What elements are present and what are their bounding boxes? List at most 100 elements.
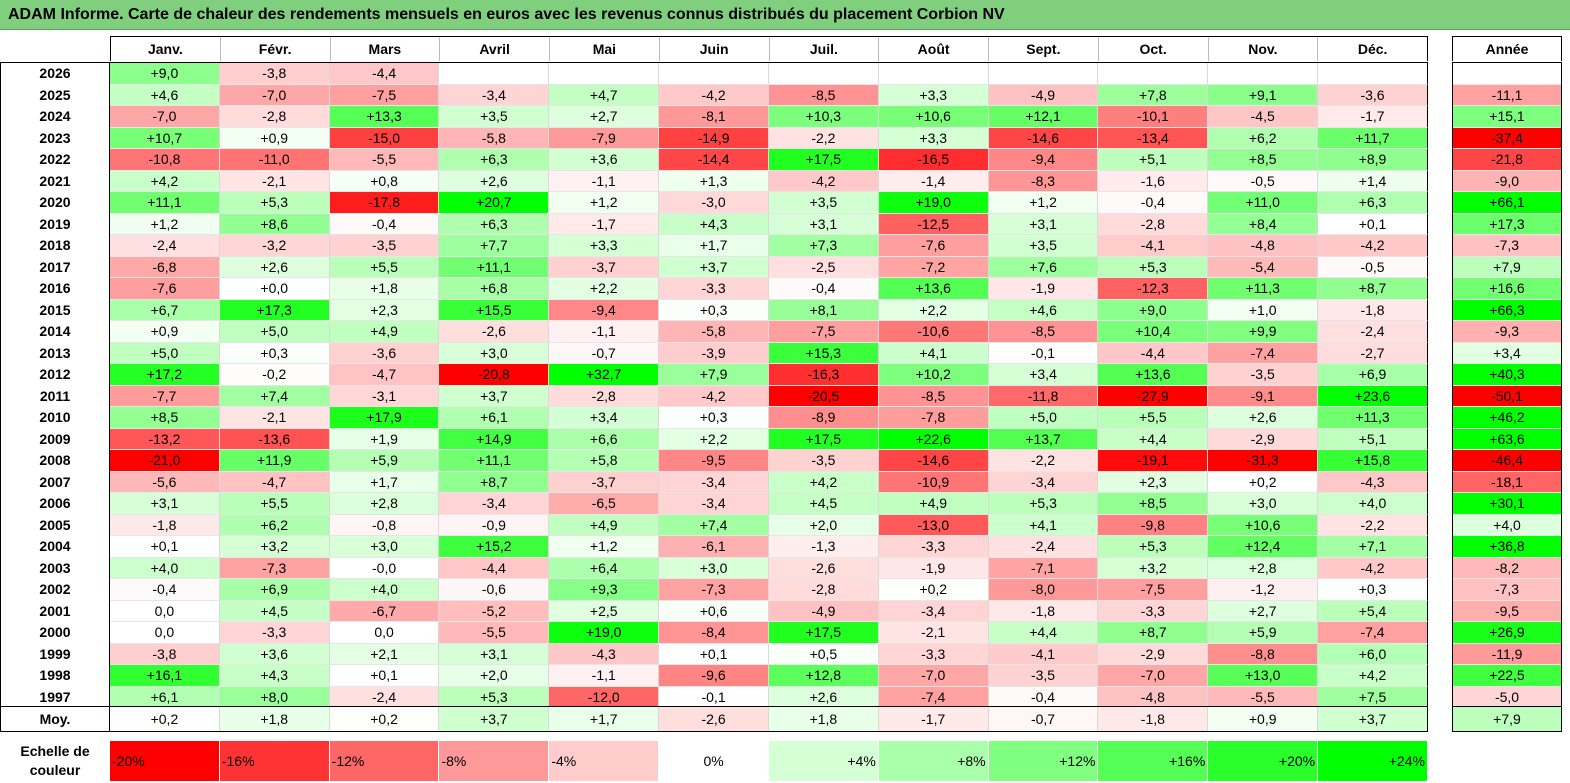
- heatmap-cell: +4,4: [988, 622, 1099, 644]
- heatmap-cell: -0,2: [219, 364, 330, 386]
- heatmap-cell: +4,1: [988, 514, 1099, 536]
- year-total-cell: -9,0: [1453, 170, 1561, 192]
- heatmap-cell: +17,5: [768, 428, 879, 450]
- heatmap-cell: +16,1: [110, 665, 220, 687]
- heatmap-cell: -12,0: [549, 686, 660, 708]
- heatmap-cell: -2,1: [878, 622, 989, 644]
- heatmap-cell: -1,7: [1318, 106, 1428, 128]
- heatmap-cell: -7,0: [110, 106, 220, 128]
- heatmap-cell: +8,4: [1208, 213, 1319, 235]
- heatmap-cell: +0,9: [219, 127, 330, 149]
- heatmap-cell: -7,5: [329, 84, 440, 106]
- heatmap-cell: -4,5: [1208, 106, 1319, 128]
- heatmap-cell: -7,5: [1098, 579, 1209, 601]
- year-label: 2013: [0, 342, 110, 364]
- heatmap-cell: +5,3: [988, 493, 1099, 515]
- heatmap-cell: +0,3: [659, 299, 769, 321]
- heatmap-cell: -3,4: [439, 493, 550, 515]
- heatmap-cell: -4,2: [659, 84, 769, 106]
- heatmap-cell: +8,5: [110, 407, 220, 429]
- heatmap-cell: +2,7: [1208, 600, 1319, 622]
- heatmap-cell: +1,2: [988, 192, 1099, 214]
- heatmap-cell: +0,9: [110, 321, 220, 343]
- heatmap-cell: +9,3: [549, 579, 660, 601]
- year-total-cell: +63,6: [1453, 428, 1561, 450]
- table-row: 2013 +5,0 +0,3 -3,6 +3,0 -0,7 -3,9 +15,3 +4,1 -0,…: [0, 342, 1428, 364]
- average-cell: +0,9: [1208, 707, 1319, 731]
- heatmap-cell: +7,1: [1318, 536, 1428, 558]
- legend-swatch: 0%: [659, 741, 769, 781]
- heatmap-cell: -1,6: [1098, 170, 1209, 192]
- heatmap-cell: -13,0: [878, 514, 989, 536]
- heatmap-cell: -3,8: [110, 643, 220, 665]
- heatmap-cell: -2,1: [219, 170, 330, 192]
- heatmap-cell: -7,9: [549, 127, 660, 149]
- year-label: 2021: [0, 170, 110, 192]
- heatmap-cell: +4,2: [1318, 665, 1428, 687]
- heatmap-cell: -31,3: [1208, 450, 1319, 472]
- heatmap-cell: -3,4: [659, 471, 769, 493]
- heatmap-cell: +5,3: [1098, 536, 1209, 558]
- heatmap-cell: +3,3: [878, 127, 989, 149]
- heatmap-cell: +0,1: [1318, 213, 1428, 235]
- legend-swatch: -20%: [110, 741, 220, 781]
- heatmap-cell: -5,4: [1208, 256, 1319, 278]
- heatmap-cell: +0,5: [768, 643, 879, 665]
- heatmap-cell: -2,2: [768, 127, 879, 149]
- heatmap-cell: -5,8: [439, 127, 550, 149]
- legend-swatch: +8%: [878, 741, 989, 781]
- year-total-cell: -11,1: [1453, 84, 1561, 106]
- year-label: 2015: [0, 299, 110, 321]
- table-row: 2019 +1,2 +8,6 -0,4 +6,3 -1,7 +4,3 +3,1 -12,5 +3,…: [0, 213, 1428, 235]
- heatmap-cell: +2,3: [1098, 471, 1209, 493]
- heatmap-cell: +4,9: [329, 321, 440, 343]
- year-total-column: -11,1 +15,1 -37,4 -21,8 -9,0 +66,1 +17,3 -7,3 +7…: [1452, 62, 1562, 708]
- heatmap-cell: +0,2: [1208, 471, 1319, 493]
- table-row: 2022 -10,8 -11,0 -5,5 +6,3 +3,6 -14,4 +17,5 -16,…: [0, 149, 1428, 171]
- year-total-cell: -37,4: [1453, 127, 1561, 149]
- heatmap-cell: +0,1: [659, 643, 769, 665]
- average-cell: +0,2: [110, 707, 220, 731]
- heatmap-cell: +1,2: [549, 536, 660, 558]
- year-total-cell: -7,3: [1453, 235, 1561, 257]
- heatmap-cell: -3,4: [878, 600, 989, 622]
- legend-swatch: +20%: [1208, 741, 1319, 781]
- heatmap-cell: -6,8: [110, 256, 220, 278]
- heatmap-cell: +2,0: [768, 514, 879, 536]
- heatmap-cell: +5,0: [110, 342, 220, 364]
- table-row: 2006 +3,1 +5,5 +2,8 -3,4 -6,5 -3,4 +4,5 +4,9 +5,3…: [0, 493, 1428, 515]
- year-label: 2022: [0, 149, 110, 171]
- heatmap-cell: +11,3: [1208, 278, 1319, 300]
- heatmap-cell: +5,4: [1318, 600, 1428, 622]
- heatmap-cell: +13,6: [1098, 364, 1209, 386]
- heatmap-cell: -13,6: [219, 428, 330, 450]
- heatmap-cell: -8,9: [768, 407, 879, 429]
- heatmap-cell: +1,3: [659, 170, 769, 192]
- heatmap-cell: +3,4: [549, 407, 660, 429]
- heatmap-cell: +10,7: [110, 127, 220, 149]
- average-cell: -1,8: [1098, 707, 1209, 731]
- heatmap-cell: +7,6: [988, 256, 1099, 278]
- heatmap-cell: +20,7: [439, 192, 550, 214]
- year-label: 2023: [0, 127, 110, 149]
- heatmap-cell: -10,8: [110, 149, 220, 171]
- heatmap-cell: -2,8: [219, 106, 330, 128]
- table-row: 2003 +4,0 -7,3 -0,0 -4,4 +6,4 +3,0 -2,6 -1,9 -7,1…: [0, 557, 1428, 579]
- heatmap-cell: +3,6: [219, 643, 330, 665]
- year-total-cell: +46,2: [1453, 407, 1561, 429]
- average-cell: +1,8: [768, 707, 879, 731]
- table-row: 2009 -13,2 -13,6 +1,9 +14,9 +6,6 +2,2 +17,5 +22,…: [0, 428, 1428, 450]
- heatmap-cell: -0,6: [439, 579, 550, 601]
- heatmap-cell: +17,5: [768, 622, 879, 644]
- heatmap-cell: -2,8: [768, 579, 879, 601]
- heatmap-cell: -7,4: [1318, 622, 1428, 644]
- heatmap-cell: -2,6: [768, 557, 879, 579]
- heatmap-cell: +3,6: [549, 149, 660, 171]
- heatmap-cell: +0,1: [110, 536, 220, 558]
- table-row: 2015 +6,7 +17,3 +2,3 +15,5 -9,4 +0,3 +8,1 +2,2 +4…: [0, 299, 1428, 321]
- year-label: 2008: [0, 450, 110, 472]
- heatmap-cell: -3,0: [659, 192, 769, 214]
- heatmap-cell: -1,4: [878, 170, 989, 192]
- year-total-cell: -8,2: [1453, 557, 1561, 579]
- heatmap-cell: +4,4: [1098, 428, 1209, 450]
